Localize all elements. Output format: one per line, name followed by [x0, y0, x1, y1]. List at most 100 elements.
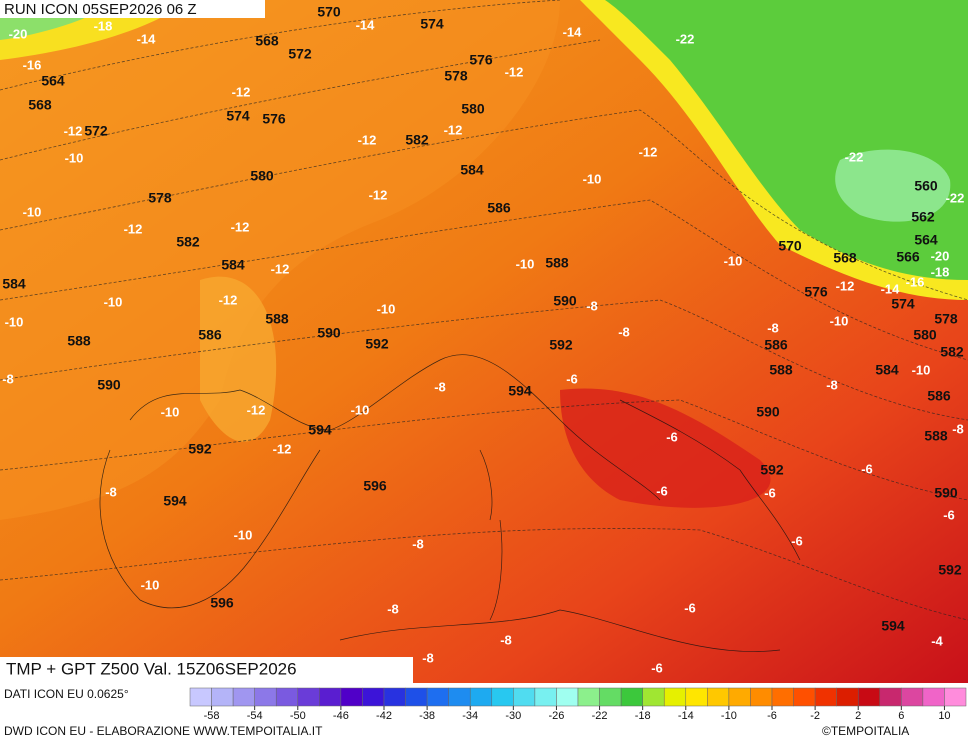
colorbar-tick-label: -6 [767, 710, 777, 722]
temperature-label: -10 [104, 294, 123, 309]
temperature-label: -20 [9, 26, 28, 41]
temperature-label: -14 [356, 17, 376, 32]
geopotential-label: 590 [317, 325, 341, 341]
colorbar-swatch [362, 687, 385, 707]
temperature-label: -10 [583, 171, 602, 186]
temperature-label: -10 [141, 577, 160, 592]
geopotential-label: 588 [265, 311, 289, 327]
colorbar-swatch [513, 687, 536, 707]
copyright: ©TEMPOITALIA [822, 724, 909, 738]
geopotential-label: 580 [913, 327, 937, 343]
temperature-label: -12 [231, 219, 250, 234]
geopotential-label: 588 [545, 255, 569, 271]
geopotential-label: 562 [911, 209, 935, 225]
geopotential-label: 570 [317, 4, 341, 20]
temperature-label: -12 [247, 402, 266, 417]
temperature-label: -8 [2, 371, 14, 386]
temperature-label: -12 [124, 221, 143, 236]
colorbar-swatch [211, 687, 234, 707]
temperature-label: -14 [563, 24, 583, 39]
temperature-label: -18 [94, 18, 113, 33]
temperature-label: -8 [826, 377, 838, 392]
colorbar-swatch [297, 687, 320, 707]
temperature-label: -8 [412, 536, 424, 551]
contours [0, 0, 968, 621]
colorbar-swatch [232, 687, 255, 707]
geopotential-label: 560 [914, 178, 938, 194]
colorbar-swatch [685, 687, 708, 707]
colorbar-swatch [448, 687, 471, 707]
temperature-label: -16 [906, 274, 925, 289]
temperature-label: -4 [931, 633, 943, 648]
geopotential-label: 592 [365, 336, 389, 352]
temperature-label: -10 [23, 204, 42, 219]
geopotential-label: 574 [891, 296, 915, 312]
geopotential-label: 582 [405, 132, 429, 148]
temperature-label: -8 [422, 650, 434, 665]
colorbar-swatch [879, 687, 902, 707]
geopotential-label: 580 [461, 101, 485, 117]
geopotential-label: 576 [804, 284, 828, 300]
colorbar-swatch [426, 687, 449, 707]
temperature-label: -22 [946, 190, 965, 205]
colorbar-swatch [383, 687, 406, 707]
colorbar-tick-label: -46 [333, 710, 349, 722]
geopotential-label: 592 [760, 462, 784, 478]
colorbar-tick-label: -2 [810, 710, 820, 722]
geopotential-label: 578 [148, 190, 172, 206]
cold-core [835, 149, 951, 222]
temperature-label: -12 [271, 261, 290, 276]
geopotential-label: 568 [255, 33, 279, 49]
geopotential-label: 578 [934, 311, 958, 327]
colorbar-swatch [728, 687, 751, 707]
geopotential-label: 570 [778, 238, 802, 254]
temperature-label: -10 [234, 527, 253, 542]
geopotential-label: 568 [28, 97, 52, 113]
colorbar-tick-label: 6 [898, 710, 904, 722]
colorbar-swatch [599, 687, 622, 707]
geopotential-label: 572 [84, 123, 108, 139]
geopotential-label: 564 [41, 73, 65, 89]
geopotential-label: 576 [469, 52, 493, 68]
colorbar-swatch [814, 687, 837, 707]
temperature-label: -12 [444, 122, 463, 137]
hot-zone [560, 388, 771, 508]
geopotential-label: 582 [940, 344, 964, 360]
geopotential-label: 580 [250, 168, 274, 184]
temperature-label: -18 [931, 264, 950, 279]
temperature-label: -10 [351, 402, 370, 417]
data-source: DATI ICON EU 0.0625° [4, 687, 129, 701]
temperature-label: -10 [65, 150, 84, 165]
run-label: RUN ICON 05SEP2026 06 Z [4, 1, 197, 18]
colorbar-swatch [275, 687, 299, 707]
colorbar-tick-label: -18 [635, 710, 651, 722]
temperature-label: -8 [105, 484, 117, 499]
colorbar-tick-label: -30 [505, 710, 521, 722]
geopotential-label: 592 [549, 337, 573, 353]
colorbar-tick-label: -38 [419, 710, 435, 722]
colorbar-tick-label: 10 [938, 710, 950, 722]
colorbar-swatch [254, 687, 277, 707]
colorbar-tick-label: -42 [376, 710, 392, 722]
geopotential-label: 584 [460, 162, 484, 178]
geopotential-label: 574 [420, 16, 444, 32]
temperature-label: -10 [377, 301, 396, 316]
temperature-label: -12 [505, 64, 524, 79]
temperature-label: -6 [943, 507, 955, 522]
colorbar-tick-label: -14 [678, 710, 694, 722]
geopotential-label: 564 [914, 232, 938, 248]
temperature-label: -12 [232, 84, 251, 99]
colorbar-swatch [857, 687, 881, 707]
colorbar-tick-label: -54 [247, 710, 263, 722]
temperature-label: -12 [358, 132, 377, 147]
colorbar-tick-label: -34 [462, 710, 478, 722]
temperature-label: -10 [161, 404, 180, 419]
geopotential-label: 566 [896, 249, 920, 265]
geopotential-label: 568 [833, 250, 857, 266]
temperature-label: -10 [830, 313, 849, 328]
temperature-label: -8 [767, 320, 779, 335]
geopotential-label: 588 [924, 428, 948, 444]
geopotential-label: 588 [67, 333, 91, 349]
colorbar-swatch [793, 687, 816, 707]
